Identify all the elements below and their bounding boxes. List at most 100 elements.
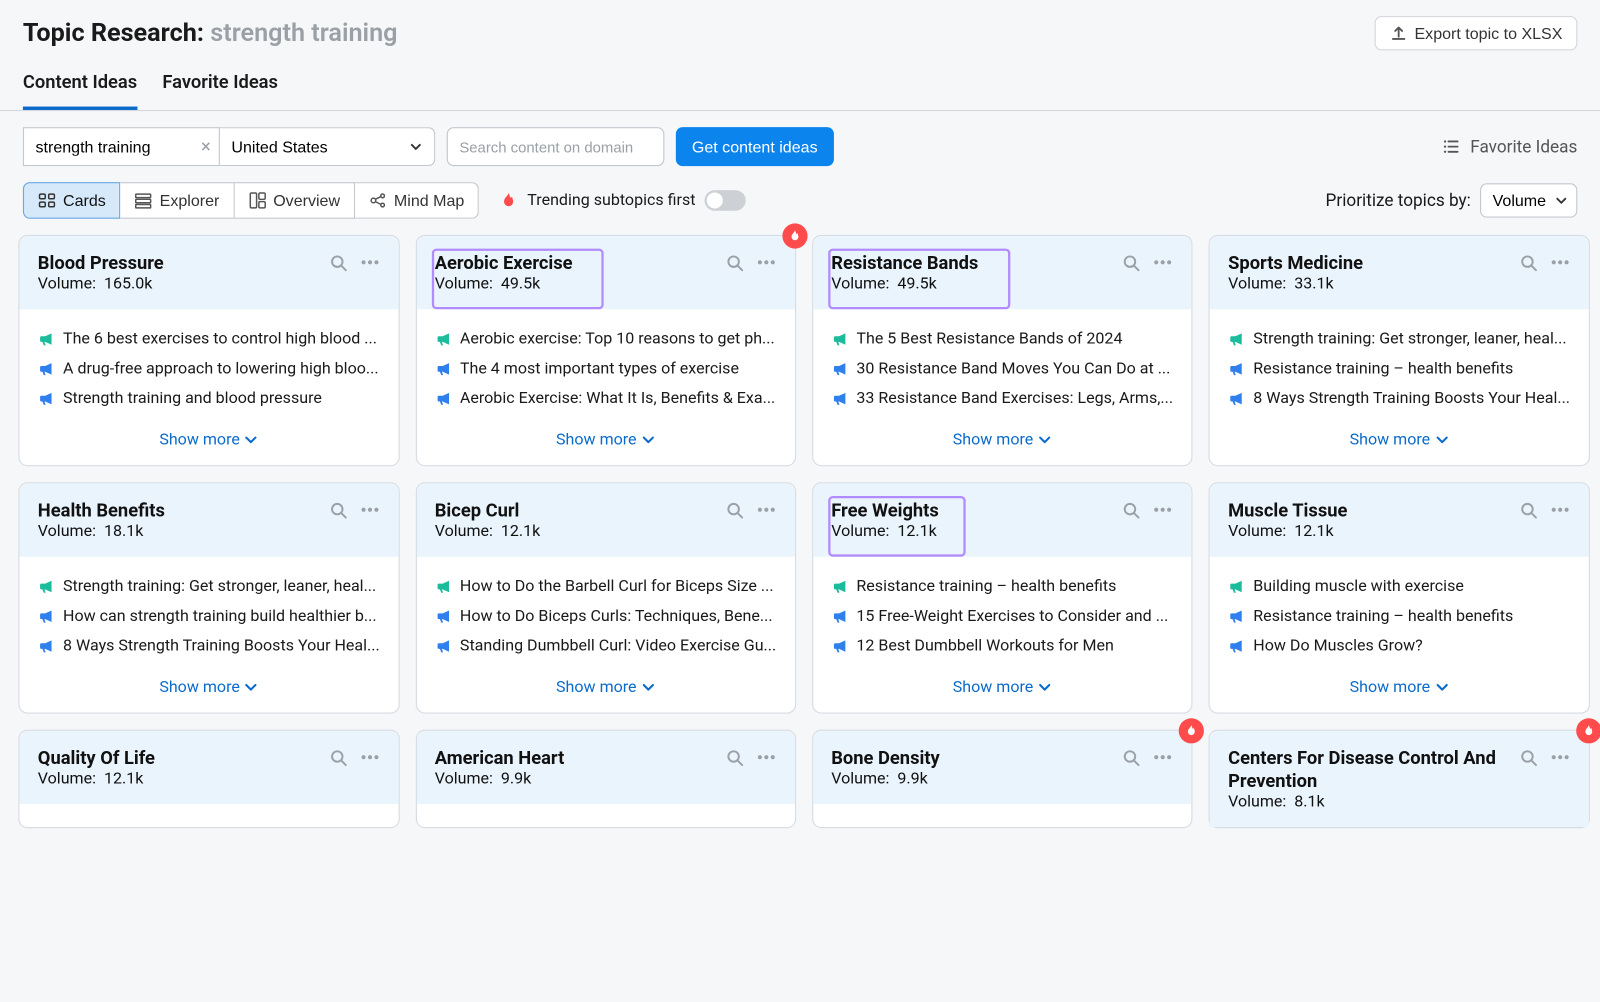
- card-link-item[interactable]: 30 Resistance Band Moves You Can Do at .…: [831, 360, 1173, 378]
- card-link-list: The 5 Best Resistance Bands of 2024 30 Re…: [831, 330, 1173, 408]
- card-body: How to Do the Barbell Curl for Biceps Si…: [416, 557, 794, 667]
- card-title: American Heart: [435, 747, 565, 770]
- trending-toggle[interactable]: [705, 190, 746, 211]
- more-icon[interactable]: [359, 747, 380, 768]
- search-icon[interactable]: [328, 500, 347, 519]
- more-icon[interactable]: [1549, 499, 1570, 520]
- card-head: Free WeightsVolume: 12.1k: [813, 483, 1192, 556]
- more-icon[interactable]: [756, 747, 777, 768]
- card-link-item[interactable]: How can strength training build healthie…: [38, 607, 380, 625]
- more-icon[interactable]: [359, 499, 380, 520]
- search-icon[interactable]: [725, 747, 744, 766]
- more-icon[interactable]: [1152, 747, 1173, 768]
- domain-search-input[interactable]: [447, 127, 665, 166]
- search-icon[interactable]: [1518, 747, 1537, 766]
- more-icon[interactable]: [756, 499, 777, 520]
- search-icon[interactable]: [725, 253, 744, 272]
- show-more-button[interactable]: Show more: [813, 419, 1192, 465]
- show-more-button[interactable]: Show more: [416, 667, 794, 713]
- tab-content-ideas[interactable]: Content Ideas: [23, 71, 137, 110]
- card-link-item[interactable]: 33 Resistance Band Exercises: Legs, Arms…: [831, 389, 1173, 407]
- search-icon[interactable]: [1122, 500, 1141, 519]
- card-link-text: 15 Free-Weight Exercises to Consider and…: [856, 607, 1168, 625]
- card-body: Strength training: Get stronger, leaner,…: [1210, 309, 1589, 419]
- card-link-item[interactable]: 15 Free-Weight Exercises to Consider and…: [831, 607, 1173, 625]
- bullhorn-icon: [1228, 577, 1246, 595]
- get-content-ideas-button[interactable]: Get content ideas: [676, 127, 834, 166]
- prioritize-select[interactable]: Volume: [1480, 183, 1577, 217]
- card-link-item[interactable]: How Do Muscles Grow?: [1228, 637, 1570, 655]
- search-icon[interactable]: [328, 253, 347, 272]
- card-link-item[interactable]: Strength training and blood pressure: [38, 389, 380, 407]
- card-link-text: 33 Resistance Band Exercises: Legs, Arms…: [856, 389, 1173, 407]
- search-icon[interactable]: [1518, 253, 1537, 272]
- card-link-item[interactable]: The 6 best exercises to control high blo…: [38, 330, 380, 348]
- card-link-item[interactable]: How to Do Biceps Curls: Techniques, Bene…: [435, 607, 777, 625]
- card-link-item[interactable]: Resistance training – health benefits: [1228, 607, 1570, 625]
- view-cards-button[interactable]: Cards: [23, 182, 121, 219]
- more-icon[interactable]: [1152, 252, 1173, 273]
- card-link-item[interactable]: Resistance training – health benefits: [1228, 360, 1570, 378]
- bullhorn-icon: [435, 360, 453, 378]
- card-title: Resistance Bands: [831, 252, 978, 275]
- view-overview-button[interactable]: Overview: [234, 182, 355, 219]
- search-icon[interactable]: [328, 747, 347, 766]
- card-link-text: 12 Best Dumbbell Workouts for Men: [856, 637, 1113, 655]
- card-link-text: A drug-free approach to lowering high bl…: [63, 360, 379, 378]
- topic-input[interactable]: [23, 127, 220, 166]
- card-body: The 6 best exercises to control high blo…: [19, 309, 398, 419]
- card-head: Sports MedicineVolume: 33.1k: [1210, 236, 1589, 309]
- card-link-text: Resistance training – health benefits: [1253, 607, 1513, 625]
- tab-favorite-ideas[interactable]: Favorite Ideas: [162, 71, 278, 110]
- card-link-item[interactable]: Strength training: Get stronger, leaner,…: [38, 577, 380, 595]
- show-more-button[interactable]: Show more: [1210, 667, 1589, 713]
- card-link-item[interactable]: Aerobic Exercise: What It Is, Benefits &…: [435, 389, 777, 407]
- view-explorer-button[interactable]: Explorer: [121, 182, 235, 219]
- favorite-ideas-link[interactable]: Favorite Ideas: [1443, 136, 1578, 157]
- card-link-item[interactable]: The 5 Best Resistance Bands of 2024: [831, 330, 1173, 348]
- search-icon[interactable]: [1518, 500, 1537, 519]
- show-more-button[interactable]: Show more: [19, 419, 398, 465]
- search-icon[interactable]: [725, 500, 744, 519]
- trending-toggle-group: Trending subtopics first: [500, 190, 746, 211]
- bullhorn-icon: [831, 330, 849, 348]
- more-icon[interactable]: [1549, 252, 1570, 273]
- card-link-text: Strength training: Get stronger, leaner,…: [63, 577, 376, 595]
- card-volume: Volume: 12.1k: [435, 522, 541, 540]
- card-volume: Volume: 8.1k: [1228, 793, 1509, 811]
- show-more-button[interactable]: Show more: [813, 667, 1192, 713]
- cards-grid: Blood PressureVolume: 165.0kThe 6 best e…: [0, 235, 1600, 847]
- more-icon[interactable]: [1549, 747, 1570, 768]
- card-link-text: Standing Dumbbell Curl: Video Exercise G…: [460, 637, 776, 655]
- clear-topic-icon[interactable]: ×: [201, 137, 211, 155]
- card-link-item[interactable]: 12 Best Dumbbell Workouts for Men: [831, 637, 1173, 655]
- card-link-item[interactable]: The 4 most important types of exercise: [435, 360, 777, 378]
- show-more-button[interactable]: Show more: [1210, 419, 1589, 465]
- card-link-item[interactable]: 8 Ways Strength Training Boosts Your Hea…: [38, 637, 380, 655]
- card-link-item[interactable]: Standing Dumbbell Curl: Video Exercise G…: [435, 637, 777, 655]
- view-mindmap-button[interactable]: Mind Map: [355, 182, 479, 219]
- card-link-item[interactable]: Strength training: Get stronger, leaner,…: [1228, 330, 1570, 348]
- card-link-list: Building muscle with exercise Resistance …: [1228, 577, 1570, 655]
- more-icon[interactable]: [756, 252, 777, 273]
- card-link-item[interactable]: 8 Ways Strength Training Boosts Your Hea…: [1228, 389, 1570, 407]
- card-body: Aerobic exercise: Top 10 reasons to get …: [416, 309, 794, 419]
- country-select[interactable]: United States: [220, 127, 435, 166]
- card-link-item[interactable]: Aerobic exercise: Top 10 reasons to get …: [435, 330, 777, 348]
- card-link-item[interactable]: How to Do the Barbell Curl for Biceps Si…: [435, 577, 777, 595]
- view-segment: Cards Explorer Overview Mind Map: [23, 182, 479, 219]
- more-icon[interactable]: [1152, 499, 1173, 520]
- card-link-item[interactable]: Resistance training – health benefits: [831, 577, 1173, 595]
- search-icon[interactable]: [1122, 747, 1141, 766]
- export-button[interactable]: Export topic to XLSX: [1374, 16, 1577, 50]
- bullhorn-icon: [1228, 637, 1246, 655]
- card-link-text: How Do Muscles Grow?: [1253, 637, 1422, 655]
- card-link-item[interactable]: A drug-free approach to lowering high bl…: [38, 360, 380, 378]
- bullhorn-icon: [1228, 389, 1246, 407]
- show-more-button[interactable]: Show more: [19, 667, 398, 713]
- more-icon[interactable]: [359, 252, 380, 273]
- card-link-item[interactable]: Building muscle with exercise: [1228, 577, 1570, 595]
- show-more-button[interactable]: Show more: [416, 419, 794, 465]
- search-icon[interactable]: [1122, 253, 1141, 272]
- card-link-list: How to Do the Barbell Curl for Biceps Si…: [435, 577, 777, 655]
